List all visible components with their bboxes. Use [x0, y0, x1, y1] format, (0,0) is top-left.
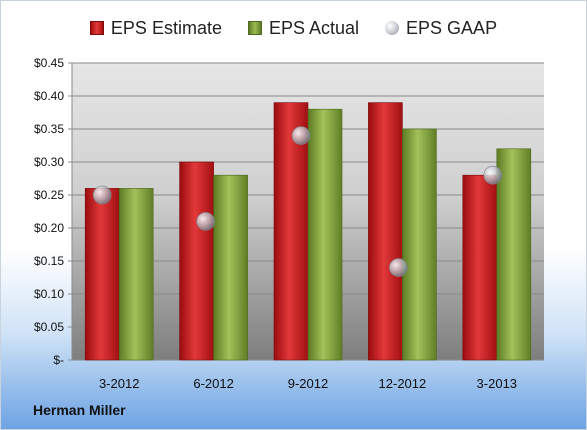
x-tick-label: 12-2012	[379, 376, 427, 391]
y-tick-label: $0.25	[34, 188, 64, 202]
point-eps-gaap	[92, 185, 112, 205]
bar-eps-estimate	[368, 102, 403, 361]
point-eps-gaap	[196, 212, 215, 231]
y-tick-label: $0.05	[34, 320, 64, 334]
bar-eps-actual	[496, 148, 532, 361]
legend: EPS Estimate EPS Actual EPS GAAP	[0, 14, 587, 42]
bar-eps-estimate	[462, 174, 498, 361]
bars	[84, 102, 532, 361]
y-tick-label: $-	[53, 353, 64, 367]
legend-swatch-actual	[247, 21, 262, 35]
legend-label-estimate: EPS Estimate	[110, 17, 222, 38]
y-tick-label: $0.30	[34, 155, 64, 169]
x-tick-label: 3-2012	[99, 376, 139, 391]
x-axis: 3-2012 6-2012 9-2012 12-2012 3-2013	[99, 376, 517, 391]
company-name: Herman Miller	[33, 402, 126, 418]
y-tick-label: $0.20	[34, 221, 64, 235]
y-tick-label: $0.35	[34, 122, 64, 136]
y-tick-label: $0.40	[34, 89, 64, 103]
point-eps-gaap	[483, 165, 503, 185]
x-tick-label: 9-2012	[288, 376, 328, 391]
legend-label-actual: EPS Actual	[268, 17, 360, 38]
point-eps-gaap	[291, 126, 311, 145]
x-tick-label: 3-2013	[477, 376, 517, 391]
legend-item-estimate: EPS Estimate	[89, 17, 222, 39]
legend-swatch-gaap	[385, 21, 400, 35]
x-tick-label: 6-2012	[193, 376, 233, 391]
y-tick-label: $0.45	[34, 56, 64, 70]
bar-eps-actual	[118, 188, 154, 361]
bar-eps-estimate	[84, 188, 120, 361]
legend-swatch-estimate	[89, 21, 104, 35]
bar-eps-estimate	[179, 161, 214, 361]
y-axis: $0.45 $0.40 $0.35 $0.30 $0.25 $0.20 $0.15 $0.10…	[34, 56, 64, 367]
y-tick-label: $0.10	[34, 287, 64, 301]
bar-eps-actual	[213, 174, 248, 361]
point-eps-gaap	[389, 258, 408, 277]
gaap-points	[92, 126, 503, 277]
bar-eps-actual	[402, 128, 437, 361]
legend-item-gaap: EPS GAAP	[385, 18, 497, 39]
y-tick-label: $0.15	[34, 254, 64, 268]
bar-eps-actual	[307, 108, 343, 361]
legend-label-gaap: EPS GAAP	[406, 17, 498, 38]
legend-item-actual: EPS Actual	[247, 17, 360, 39]
bar-eps-estimate	[273, 102, 309, 361]
